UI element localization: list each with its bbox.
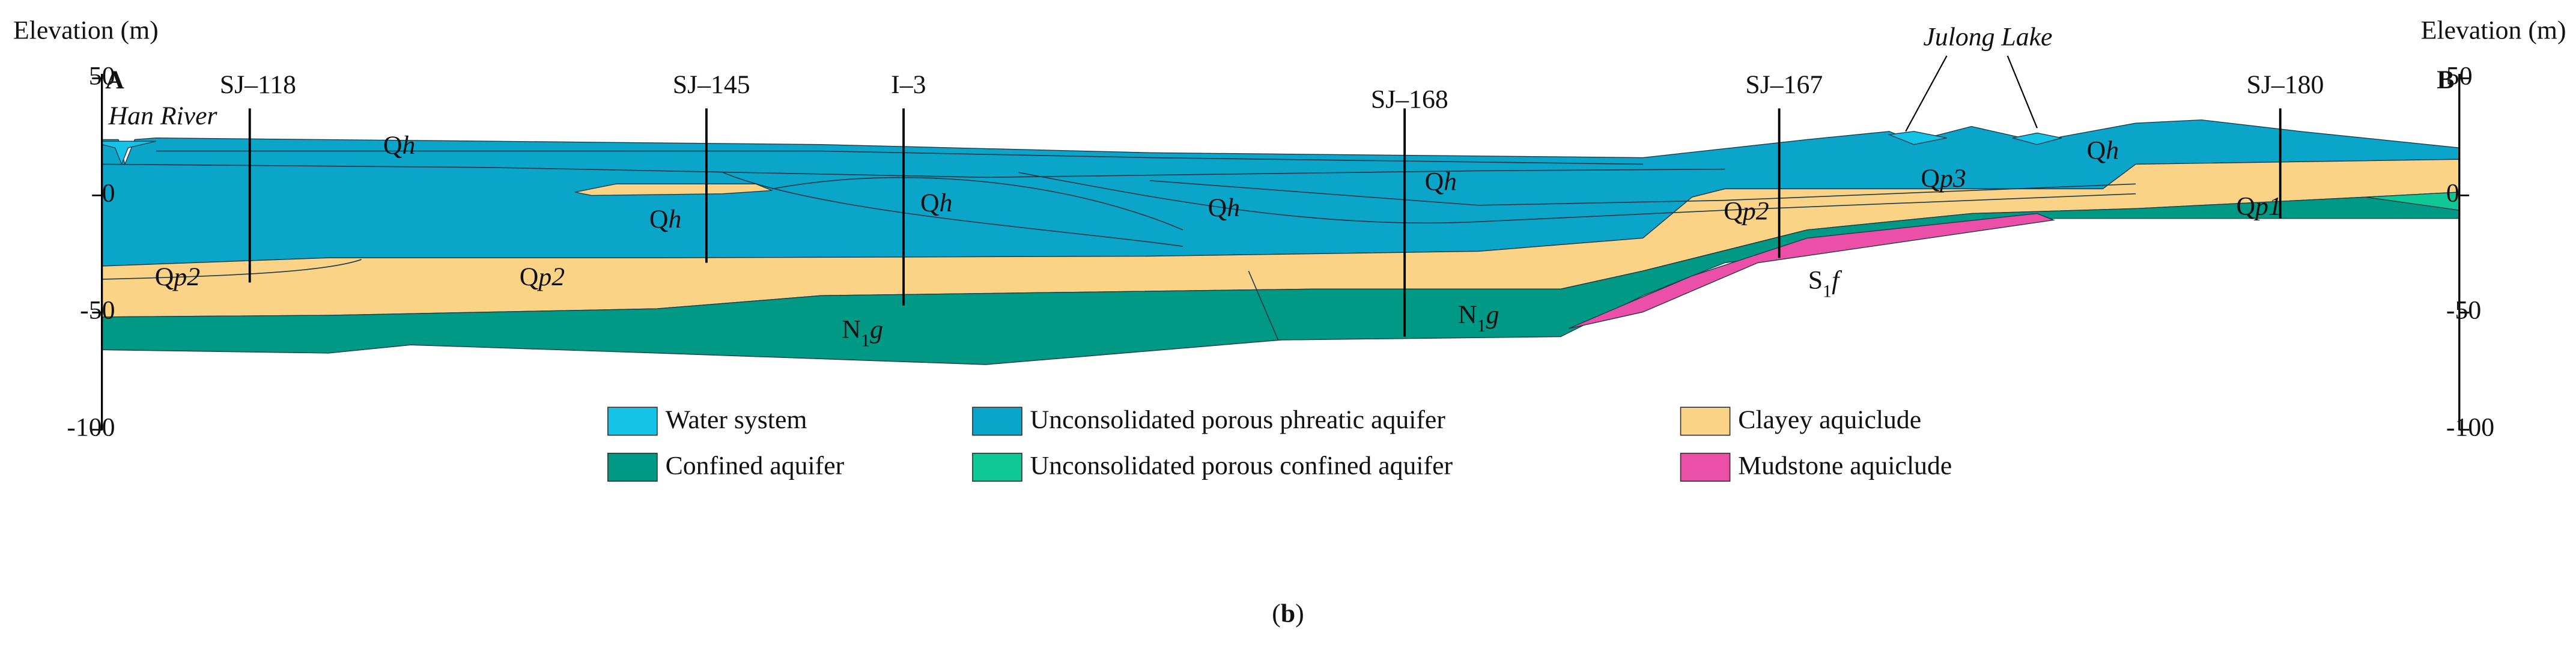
tick-label: -50 [80,296,115,325]
section-end: A [105,65,124,94]
section-end: B [2437,65,2454,94]
label-part: h [1227,193,1240,222]
label-part: 1 [861,330,870,350]
contact-line [772,177,1183,231]
label-part: Q [2087,136,2106,165]
label-part: h [2106,136,2119,165]
tick-label: 0 [102,178,115,207]
label-part: N [1458,300,1477,329]
label-part: h [402,131,415,160]
caption-part: ( [1272,599,1281,628]
layer-label: N1g [842,315,883,350]
legend-label: Mudstone aquiclude [1738,451,1952,480]
label-part: Q [1724,197,1743,226]
borehole-label: SJ–167 [1745,70,1823,99]
legend-label: Clayey aquiclude [1738,405,1921,434]
label-part: h [1444,167,1457,196]
legend-swatch [972,407,1022,436]
label-part: p2 [1741,197,1769,226]
label-part: p2 [536,262,565,291]
contact-line [102,259,362,280]
feature-label: Han River [108,101,218,130]
label-part: Q [520,262,539,291]
layer-label: S1f [1808,265,1842,301]
layer-label: Qp1 [2236,192,2281,220]
clay-lens [575,183,773,196]
tick-label: -50 [2446,296,2481,325]
borehole-label: SJ–168 [1371,85,1448,114]
legend-label: Unconsolidated porous phreatic aquifer [1030,405,1446,434]
layer-label: Qh [1208,193,1240,222]
borehole-label: SJ–145 [673,70,750,99]
label-part: p3 [1938,164,1966,193]
label-part: p2 [172,262,200,291]
label-part: h [940,189,953,217]
label-part: Q [1208,193,1227,222]
label-part: 1 [1477,315,1486,336]
legend-swatch [1680,452,1731,482]
label-part: Q [920,189,940,217]
layer-label: Qp2 [1724,197,1769,226]
label-part: Q [649,205,669,234]
legend-swatch [607,452,658,482]
layer-label: Qh [1425,167,1457,196]
caption-part: b [1281,599,1295,628]
label-part: g [870,315,883,344]
label-part: Q [155,262,174,291]
axis-title: Elevation (m) [13,16,159,45]
label-part: Q [2236,192,2255,220]
pointer [2006,55,2038,129]
water-julong [1888,131,1947,145]
borehole-label: SJ–180 [2246,70,2324,99]
tick-label: -100 [67,413,115,442]
caption: (b) [1272,599,1304,628]
layer-label: Qh [383,131,415,160]
tick-label: 50 [2446,61,2473,90]
tick-label: -100 [2446,413,2494,442]
contact-line [102,163,1725,178]
label-part: Q [383,131,402,160]
legend-label: Unconsolidated porous confined aquifer [1030,451,1453,480]
layer-label: Qp3 [1921,164,1966,193]
label-part: p1 [2253,192,2282,220]
legend-swatch [607,407,658,436]
legend-label: Confined aquifer [666,451,845,480]
legend-swatch [1680,407,1731,436]
contact-line [1725,193,2136,211]
layer-label: Qp2 [155,262,200,291]
label-part: S [1808,265,1823,294]
label-part: g [1486,300,1499,329]
mudstone-aquiclude [1569,213,2055,329]
layer-label: N1g [1458,300,1499,336]
contact-line [1018,172,1725,224]
borehole-label: I–3 [891,70,926,99]
label-part: 1 [1823,280,1832,301]
feature-label: Julong Lake [1923,23,2052,52]
tick-label: 0 [2446,178,2459,207]
legend-label: Water system [666,405,807,434]
axis-title: Elevation (m) [2421,16,2566,45]
contact-line [1150,180,2136,206]
label-part: N [842,315,861,344]
contact-line [156,150,1643,165]
tick-label: 50 [89,61,115,90]
label-part: f [1832,265,1842,294]
pointer [1905,55,1948,132]
water-julong [2012,132,2062,145]
layer-label: Qh [920,189,952,217]
borehole-label: SJ–118 [220,70,296,99]
legend-swatch [972,452,1022,482]
label-part: Q [1425,167,1444,196]
label-part: Q [1921,164,1940,193]
layer-label: Qh [2087,136,2119,165]
layer-label: Qh [649,205,681,234]
caption-part: ) [1295,599,1304,628]
contact-line [1248,270,1279,341]
layer-label: Qp2 [520,262,565,291]
label-part: h [668,205,681,234]
